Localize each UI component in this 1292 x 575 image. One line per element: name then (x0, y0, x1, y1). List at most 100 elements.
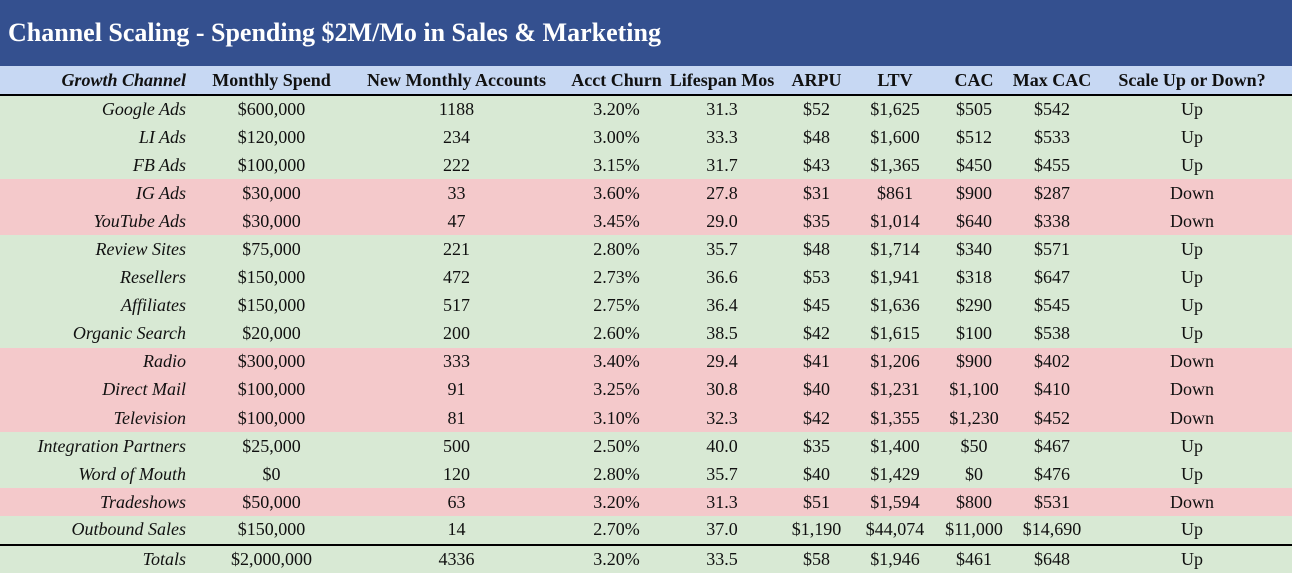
cac-cell: $1,230 (949, 407, 999, 428)
channel-scaling-table: Growth Channel Monthly Spend New Monthly… (0, 66, 1292, 573)
column-header-acct-churn: Acct Churn (568, 66, 665, 96)
ltv-cell: $1,625 (870, 99, 920, 120)
table-row: FB Ads $100,000 222 3.15% 31.7 $43 $1,365 $450 $… (0, 151, 1292, 180)
spend-cell: $30,000 (242, 182, 301, 203)
churn-cell: 3.20% (593, 491, 640, 512)
table-row: Television $100,000 81 3.10% 32.3 $42 $1,355 $1… (0, 404, 1292, 433)
scale-cell: Up (1181, 239, 1203, 260)
channel-cell: Word of Mouth (78, 463, 186, 484)
churn-cell: 2.80% (593, 463, 640, 484)
max-cac-cell: $338 (1034, 210, 1070, 231)
spend-cell: $50,000 (242, 491, 301, 512)
accounts-cell: 222 (443, 154, 470, 175)
churn-cell: 3.20% (593, 99, 640, 120)
arpu-cell: $42 (803, 323, 830, 344)
ltv-cell: $1,714 (870, 239, 920, 260)
channel-cell: Tradeshows (99, 491, 186, 512)
arpu-cell: $1,190 (791, 519, 842, 540)
churn-cell: 3.40% (593, 351, 640, 372)
lifespan-cell: 40.0 (706, 435, 738, 456)
column-header-growth-channel: Growth Channel (0, 66, 198, 96)
max-cac-cell: $648 (1012, 543, 1092, 573)
ltv-cell: $1,355 (870, 407, 920, 428)
scale-cell: Up (1181, 295, 1203, 316)
max-cac-cell: $538 (1034, 323, 1070, 344)
cac-cell: $900 (956, 351, 992, 372)
arpu-cell: $41 (803, 351, 830, 372)
ltv-cell: $44,074 (865, 519, 925, 540)
channel-cell: Direct Mail (102, 379, 186, 400)
arpu-cell: $35 (803, 210, 830, 231)
scale-cell: Down (1170, 210, 1214, 231)
cac-cell: $450 (956, 154, 992, 175)
table-row: Radio $300,000 333 3.40% 29.4 $41 $1,206 $900 $4… (0, 347, 1292, 376)
arpu-cell: $40 (803, 463, 830, 484)
churn-cell: 3.60% (593, 182, 640, 203)
table-row: Review Sites $75,000 221 2.80% 35.7 $48 $1,714… (0, 235, 1292, 264)
column-header-ltv: LTV (854, 66, 936, 96)
table-row: Organic Search $20,000 200 2.60% 38.5 $42 $1,6… (0, 319, 1292, 348)
channel-cell: YouTube Ads (93, 210, 186, 231)
arpu-cell: $51 (803, 491, 830, 512)
table-row: Outbound Sales $150,000 14 2.70% 37.0 $1,190 $… (0, 516, 1292, 545)
arpu-cell: $58 (779, 543, 854, 573)
table-row: Direct Mail $100,000 91 3.25% 30.8 $40 $1,231 $… (0, 375, 1292, 405)
column-header-scale: Scale Up or Down? (1092, 66, 1292, 96)
lifespan-cell: 35.7 (706, 463, 738, 484)
spend-cell: $100,000 (237, 154, 306, 175)
cac-cell: $800 (956, 491, 992, 512)
arpu-cell: $52 (803, 99, 830, 120)
table-row: IG Ads $30,000 33 3.60% 27.8 $31 $861 $900 $287 D… (0, 179, 1292, 208)
accounts-cell: 63 (447, 491, 466, 512)
churn-cell: 2.75% (593, 295, 640, 316)
max-cac-cell: $476 (1034, 463, 1070, 484)
max-cac-cell: $647 (1034, 267, 1070, 288)
scale-cell: Up (1181, 99, 1203, 120)
cac-cell: $461 (936, 543, 1012, 573)
channel-cell: Resellers (120, 267, 186, 288)
scale-cell: Down (1170, 379, 1214, 400)
lifespan-cell: 31.7 (706, 154, 738, 175)
max-cac-cell: $542 (1034, 99, 1070, 120)
column-header-cac: CAC (936, 66, 1012, 96)
channel-cell: Radio (143, 351, 186, 372)
cac-cell: $640 (956, 210, 992, 231)
max-cac-cell: $452 (1034, 407, 1070, 428)
max-cac-cell: $410 (1034, 379, 1070, 400)
scale-cell: Up (1181, 519, 1203, 540)
sheet-title: Channel Scaling - Spending $2M/Mo in Sal… (0, 0, 1292, 66)
accounts-cell: 4336 (345, 543, 568, 573)
ltv-cell: $1,946 (854, 543, 936, 573)
ltv-cell: $1,365 (870, 154, 920, 175)
column-header-max-cac: Max CAC (1012, 66, 1092, 96)
header-row: Growth Channel Monthly Spend New Monthly… (0, 66, 1292, 96)
channel-cell: LI Ads (138, 126, 186, 147)
churn-cell: 2.50% (593, 435, 640, 456)
accounts-cell: 234 (443, 126, 470, 147)
channel-cell: Television (113, 407, 186, 428)
accounts-cell: 1188 (438, 99, 475, 120)
table-row: Resellers $150,000 472 2.73% 36.6 $53 $1,941 $3… (0, 263, 1292, 292)
arpu-cell: $40 (803, 379, 830, 400)
arpu-cell: $42 (803, 407, 830, 428)
spend-cell: $150,000 (237, 295, 306, 316)
table-row: YouTube Ads $30,000 47 3.45% 29.0 $35 $1,014 $6… (0, 207, 1292, 236)
churn-cell: 2.73% (593, 267, 640, 288)
max-cac-cell: $533 (1034, 126, 1070, 147)
scale-cell: Down (1170, 182, 1214, 203)
table-row: Integration Partners $25,000 500 2.50% 40.0 $… (0, 432, 1292, 461)
scale-cell: Up (1181, 267, 1203, 288)
ltv-cell: $1,429 (870, 463, 920, 484)
ltv-cell: $1,615 (870, 323, 920, 344)
spend-cell: $2,000,000 (198, 543, 345, 573)
max-cac-cell: $455 (1034, 154, 1070, 175)
accounts-cell: 47 (447, 210, 466, 231)
churn-cell: 3.10% (593, 407, 640, 428)
totals-row: Totals $2,000,000 4336 3.20% 33.5 $58 $1,946 $4… (0, 543, 1292, 573)
lifespan-cell: 33.5 (665, 543, 779, 573)
table-row: Google Ads $600,000 1188 3.20% 31.3 $52 $1,625… (0, 95, 1292, 124)
column-header-monthly-spend: Monthly Spend (198, 66, 345, 96)
ltv-cell: $1,594 (870, 491, 920, 512)
spend-cell: $75,000 (242, 239, 301, 260)
channel-cell: Integration Partners (37, 435, 187, 456)
